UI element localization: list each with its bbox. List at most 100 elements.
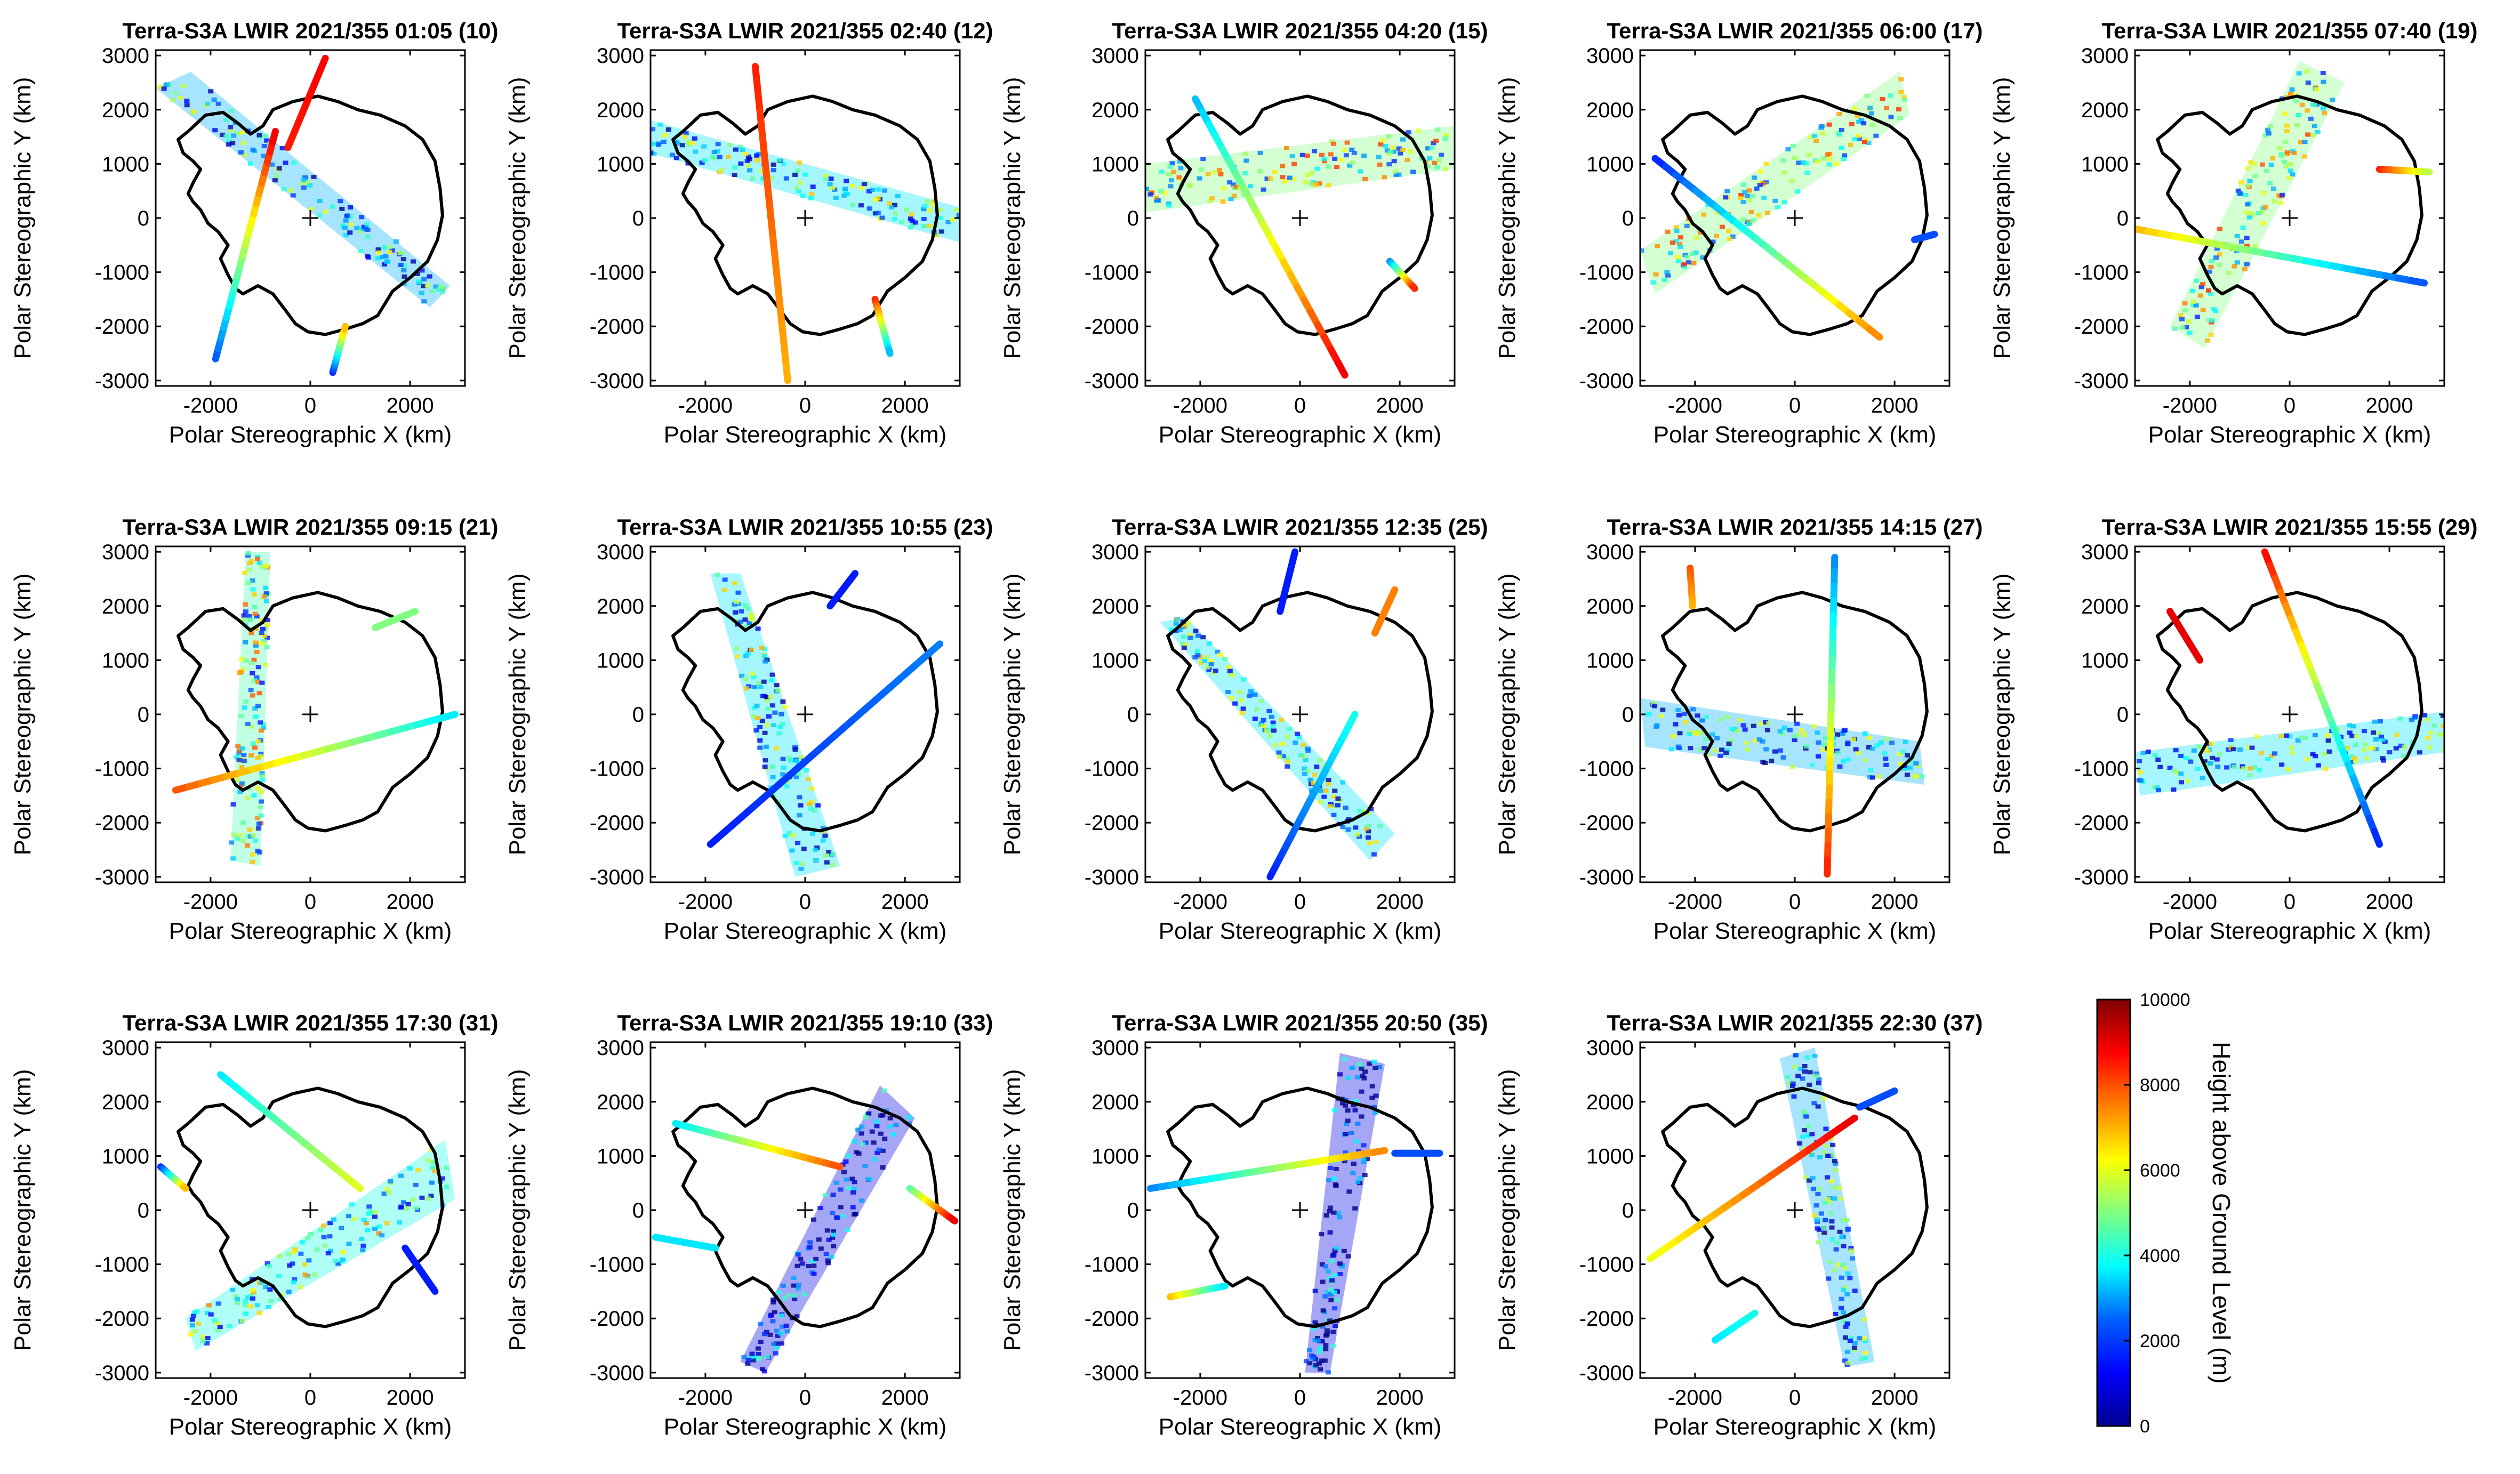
y-tick-label: 1000 xyxy=(1586,1145,1634,1168)
y-axis-label: Polar Stereographic Y (km) xyxy=(1494,1069,1520,1351)
x-tick-label: 2000 xyxy=(387,394,434,417)
panel-title: Terra-S3A LWIR 2021/355 15:55 (29) xyxy=(2101,514,2477,539)
pole-marker-icon xyxy=(1787,210,1803,226)
pole-marker-icon xyxy=(797,1202,813,1218)
colorbar-tick-label: 2000 xyxy=(2140,1331,2180,1351)
plot-area xyxy=(157,1071,455,1351)
antarctica-coastline xyxy=(671,94,939,336)
nadir-track xyxy=(906,1185,959,1225)
nadir-track xyxy=(871,295,894,357)
antarctica-coastline xyxy=(671,1086,939,1328)
x-tick-label: 2000 xyxy=(1871,890,1919,914)
pole-marker-icon xyxy=(2282,706,2298,722)
nadir-track xyxy=(217,1071,364,1192)
y-axis-label: Polar Stereographic Y (km) xyxy=(504,573,531,855)
panels-group: Terra-S3A LWIR 2021/355 01:05 (10) 3000 20… xyxy=(10,18,2478,1440)
x-tick-label: 0 xyxy=(304,890,316,914)
y-tick-label: 3000 xyxy=(1092,1036,1139,1060)
map-panel: Terra-S3A LWIR 2021/355 04:20 (15)3000 20… xyxy=(999,18,1488,448)
x-tick-label: 0 xyxy=(1294,1386,1306,1409)
y-axis-label: Polar Stereographic Y (km) xyxy=(999,573,1025,855)
plot-area xyxy=(2135,61,2433,348)
y-tick-label: -3000 xyxy=(590,1362,644,1385)
plot-area xyxy=(1640,71,1938,341)
x-tick-label: 0 xyxy=(304,394,316,417)
nadir-track xyxy=(751,62,791,384)
x-tick-label: 2000 xyxy=(1376,1386,1424,1409)
panel-title: Terra-S3A LWIR 2021/355 09:15 (21) xyxy=(122,514,498,539)
swath xyxy=(1779,1048,1875,1367)
nadir-track xyxy=(1687,565,1696,610)
plot-area xyxy=(671,570,944,877)
swath-speckle xyxy=(229,551,271,864)
x-tick-label: 0 xyxy=(1789,1386,1801,1409)
y-tick-label: 0 xyxy=(1127,1199,1139,1222)
y-tick-label: -2000 xyxy=(590,315,644,339)
nadir-track xyxy=(1647,1114,1858,1262)
y-tick-label: -1000 xyxy=(95,758,149,781)
y-tick-label: 0 xyxy=(1127,207,1139,230)
x-axis-label: Polar Stereographic X (km) xyxy=(664,918,947,944)
y-tick-label: 2000 xyxy=(1586,1091,1634,1114)
y-tick-label: 0 xyxy=(1127,703,1139,727)
panel-title: Terra-S3A LWIR 2021/355 07:40 (19) xyxy=(2101,18,2477,43)
nadir-track xyxy=(212,127,279,363)
map-panel: Terra-S3A LWIR 2021/355 14:15 (27)3000 20… xyxy=(1494,514,1983,944)
y-tick-label: 2000 xyxy=(1092,595,1139,618)
y-tick-label: 1000 xyxy=(1092,1145,1139,1168)
nadir-track xyxy=(1266,711,1359,881)
swath-speckle xyxy=(651,122,960,238)
pole-marker-icon xyxy=(1787,706,1803,722)
y-axis-label: Polar Stereographic Y (km) xyxy=(504,1069,531,1351)
colorbar: 0 2000 4000 6000 8000 10000 Height above Grou… xyxy=(2096,990,2235,1437)
plot-area xyxy=(1145,94,1455,379)
nadir-track xyxy=(2261,548,2383,848)
panel-title: Terra-S3A LWIR 2021/355 01:05 (10) xyxy=(122,18,498,43)
x-tick-label: 0 xyxy=(2284,890,2296,914)
y-tick-label: -2000 xyxy=(2074,811,2129,835)
colorbar-tick-label: 4000 xyxy=(2140,1246,2180,1266)
y-tick-label: 0 xyxy=(1622,703,1634,727)
map-panel: Terra-S3A LWIR 2021/355 06:00 (17)3000 20… xyxy=(1494,18,1983,448)
y-tick-label: 2000 xyxy=(1092,99,1139,122)
x-axis-label: Polar Stereographic X (km) xyxy=(1159,1414,1442,1440)
plot-area xyxy=(2135,548,2444,848)
x-tick-label: 2000 xyxy=(881,1386,929,1409)
pole-marker-icon xyxy=(1787,1202,1803,1218)
antarctica-coastline xyxy=(1661,1086,1929,1328)
nadir-track xyxy=(652,1234,719,1252)
y-axis-label: Polar Stereographic Y (km) xyxy=(10,573,36,855)
plot-area xyxy=(651,62,960,384)
nadir-track xyxy=(1651,155,1883,341)
colorbar-tick-label: 6000 xyxy=(2140,1161,2180,1181)
panel-title: Terra-S3A LWIR 2021/355 06:00 (17) xyxy=(1607,18,1983,43)
y-tick-label: -3000 xyxy=(1085,369,1139,393)
x-tick-label: -2000 xyxy=(183,1386,238,1409)
panel-title: Terra-S3A LWIR 2021/355 02:40 (12) xyxy=(617,18,993,43)
swath xyxy=(2170,61,2345,348)
nadir-track xyxy=(1192,95,1349,379)
plot-area xyxy=(1146,1053,1443,1375)
plot-area xyxy=(172,551,459,866)
x-tick-label: -2000 xyxy=(1173,1386,1227,1409)
y-tick-label: 1000 xyxy=(102,1145,149,1168)
x-tick-label: 2000 xyxy=(2366,394,2413,417)
x-tick-label: -2000 xyxy=(678,890,733,914)
y-tick-label: 3000 xyxy=(102,541,149,564)
swath-speckle xyxy=(1169,617,1383,857)
y-tick-label: 1000 xyxy=(597,152,644,176)
x-tick-label: -2000 xyxy=(1668,1386,1722,1409)
y-tick-label: -1000 xyxy=(2074,758,2129,781)
panel-title: Terra-S3A LWIR 2021/355 20:50 (35) xyxy=(1112,1010,1488,1035)
y-tick-label: 2000 xyxy=(2081,99,2129,122)
x-tick-label: 2000 xyxy=(1871,1386,1919,1409)
antarctica-coastline xyxy=(1166,1086,1434,1328)
y-tick-label: -3000 xyxy=(1579,866,1634,889)
nadir-track xyxy=(826,570,859,610)
map-panel: Terra-S3A LWIR 2021/355 20:50 (35)3000 20… xyxy=(999,1010,1488,1440)
antarctica-coastline xyxy=(671,591,939,833)
swath xyxy=(230,552,271,866)
nadir-track xyxy=(284,54,329,151)
x-tick-label: -2000 xyxy=(183,394,238,417)
nadir-track xyxy=(1911,230,1938,244)
